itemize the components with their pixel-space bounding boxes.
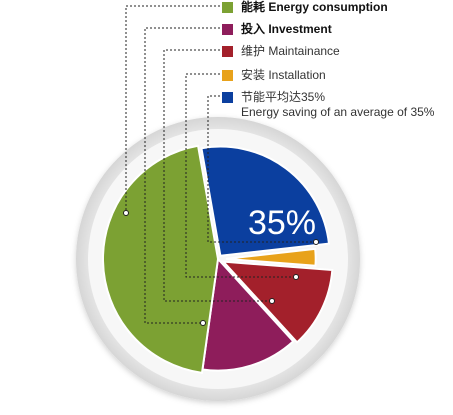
legend-item-investment: 投入 Investment (222, 22, 332, 37)
slice-maintainance (220, 260, 334, 344)
legend-label: 维护 Maintainance (241, 44, 340, 58)
legend-item-energy-saving: 节能平均达35% Energy saving of an average of … (222, 90, 434, 120)
legend-swatch (222, 92, 233, 103)
slice-energy-consumption (102, 144, 220, 375)
center-percent-label: 35% (248, 204, 316, 242)
leader-line (163, 49, 272, 302)
legend-item-maintainance: 维护 Maintainance (222, 44, 340, 59)
leader-dot (313, 239, 319, 245)
leader-dot (123, 210, 129, 216)
leader-line (144, 27, 220, 324)
legend-label: 能耗 Energy consumption (241, 0, 388, 14)
leader-line (207, 95, 316, 243)
slice-energy-saving (200, 145, 331, 257)
leader-line (185, 73, 296, 278)
leader-line (125, 5, 220, 213)
legend-label: 投入 Investment (241, 22, 332, 36)
legend-sublabel: Energy saving of an average of 35% (241, 105, 435, 119)
leader-dot (293, 274, 299, 280)
leader-dot (269, 298, 275, 304)
legend-swatch (222, 70, 233, 81)
legend-swatch (222, 46, 233, 57)
legend-swatch (222, 24, 233, 35)
slice-investment (201, 256, 295, 372)
legend-label: 节能平均达35% (241, 90, 326, 104)
legend-label: 安装 Installation (241, 68, 326, 82)
legend-item-installation: 安装 Installation (222, 68, 326, 83)
legend-swatch (222, 2, 233, 13)
slice-installation (225, 247, 317, 267)
leader-dot (200, 320, 206, 326)
legend-item-energy-consumption: 能耗 Energy consumption (222, 0, 388, 15)
